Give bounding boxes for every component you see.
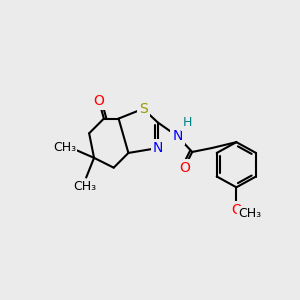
Text: H: H [183,116,192,129]
Text: O: O [231,203,242,217]
Text: CH₃: CH₃ [238,207,262,220]
Text: O: O [179,161,190,175]
Text: CH₃: CH₃ [53,141,76,154]
Text: O: O [94,94,104,108]
Text: CH₃: CH₃ [74,180,97,193]
Text: N: N [153,141,163,155]
Text: N: N [172,129,183,143]
Text: S: S [139,102,148,116]
